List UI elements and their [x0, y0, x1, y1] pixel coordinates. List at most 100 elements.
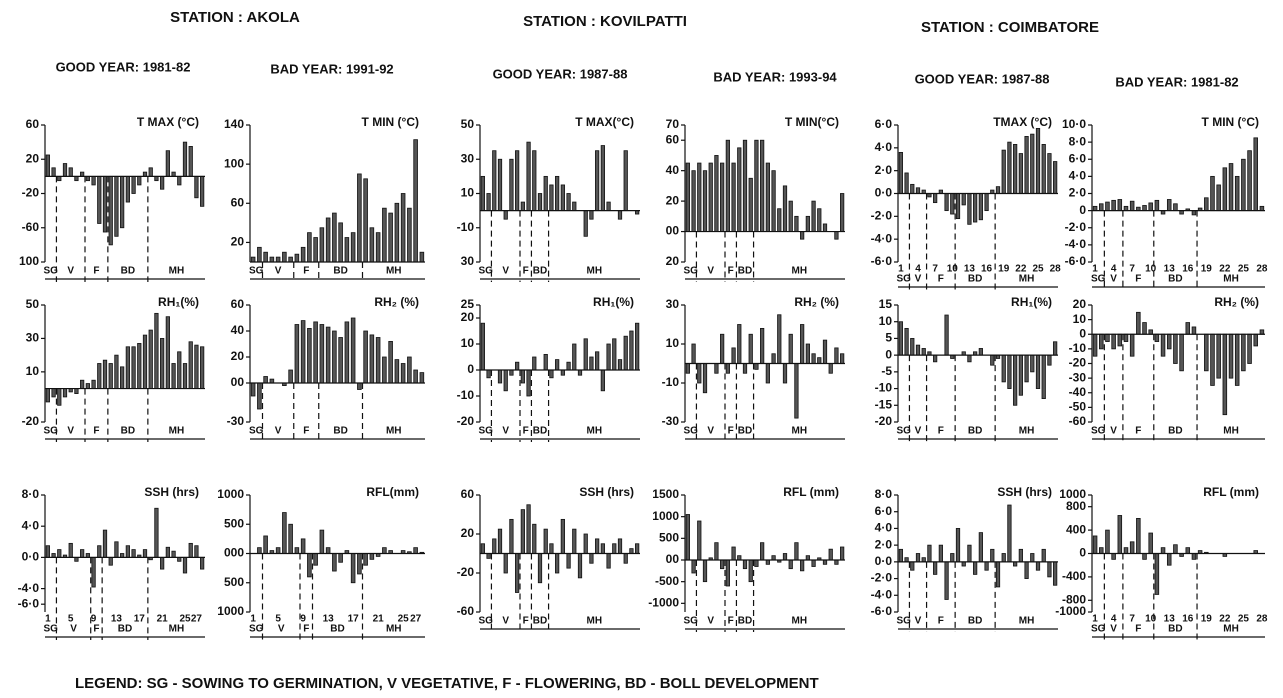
stage-label: MH: [792, 266, 808, 277]
bar: [307, 553, 312, 578]
bar: [400, 193, 406, 263]
bar: [85, 383, 90, 389]
bar: [257, 547, 262, 554]
bar: [142, 549, 148, 558]
bar: [760, 139, 765, 232]
y-tick-label: -1000: [648, 596, 679, 610]
week-label: 13: [1164, 614, 1176, 625]
bar: [357, 382, 362, 390]
y-tick-label: 0·0: [22, 550, 40, 564]
stage-label: BD: [968, 616, 982, 627]
bar: [961, 193, 966, 206]
y-tick-label: 20: [461, 310, 475, 324]
stage-label: BD: [738, 266, 752, 277]
bar: [765, 363, 770, 384]
week-label: 13: [1164, 264, 1176, 275]
bar: [520, 509, 525, 554]
stage-label: MH: [587, 426, 603, 437]
stage-label: V: [70, 624, 77, 635]
bar: [532, 523, 537, 554]
bar: [817, 357, 822, 364]
bar: [80, 379, 85, 389]
bar: [1105, 201, 1110, 212]
bar: [142, 334, 148, 389]
bar: [1007, 504, 1012, 563]
y-tick-label: -20: [457, 565, 475, 579]
bar: [363, 330, 368, 384]
y-tick-label: 1000: [1059, 487, 1086, 501]
bar: [1129, 541, 1135, 554]
bar: [794, 215, 799, 232]
week-label: 22: [1219, 614, 1231, 625]
stage-label: F: [523, 426, 529, 437]
bar: [480, 543, 485, 554]
y-tick-label: -1000: [1055, 604, 1086, 618]
bar: [731, 546, 736, 561]
stage-label: SG: [1091, 426, 1106, 437]
panel-title: RFL (mm): [1203, 485, 1259, 499]
stage-label: V: [1110, 426, 1117, 437]
year-label: GOOD YEAR: 1987-88: [915, 71, 1050, 86]
bar: [74, 175, 79, 182]
panel-title: RH₂ (%): [1214, 295, 1259, 309]
bar: [503, 369, 508, 392]
bar: [1035, 128, 1041, 194]
bar: [1173, 544, 1178, 554]
bar: [697, 520, 702, 561]
bar: [177, 351, 182, 389]
bar: [617, 210, 623, 220]
bar: [1001, 354, 1006, 383]
bar: [754, 363, 759, 370]
y-tick-label: 70: [666, 117, 680, 131]
bar: [394, 202, 400, 263]
bar: [898, 321, 903, 356]
bar: [537, 553, 543, 584]
bar: [788, 559, 793, 570]
bar: [350, 232, 356, 263]
stage-label: BD: [118, 624, 132, 635]
bar: [691, 343, 696, 364]
bar: [629, 330, 634, 371]
bar: [526, 141, 531, 212]
y-tick-label: 140: [224, 117, 244, 131]
stage-label: MH: [386, 624, 402, 635]
week-label: 7: [1129, 614, 1135, 625]
stage-label: F: [938, 274, 944, 285]
bar: [731, 162, 736, 232]
bar: [165, 150, 170, 177]
bar: [822, 559, 828, 565]
bar: [97, 363, 102, 389]
bar: [800, 324, 805, 364]
stage-label: MH: [1019, 426, 1035, 437]
bar: [800, 231, 805, 240]
bar: [697, 363, 702, 384]
bar: [1013, 144, 1018, 194]
bar: [275, 256, 281, 263]
bar: [1166, 553, 1172, 566]
bar: [1148, 329, 1153, 335]
bar: [760, 542, 765, 561]
bar: [921, 348, 926, 356]
bar: [1001, 149, 1006, 194]
bar: [1111, 553, 1116, 560]
week-label: 17: [134, 614, 146, 625]
bar: [984, 193, 989, 212]
bar: [313, 237, 318, 263]
bar: [543, 175, 548, 212]
week-label: 10: [1145, 614, 1157, 625]
bar: [313, 553, 318, 566]
bar: [811, 200, 816, 232]
bar: [1041, 354, 1046, 399]
bar: [606, 343, 611, 371]
bar: [357, 173, 362, 263]
bar: [1053, 161, 1058, 194]
bar: [817, 208, 822, 232]
bar: [503, 210, 508, 220]
week-label: 27: [410, 614, 422, 625]
y-tick-label: 0: [467, 362, 474, 376]
bar: [822, 223, 828, 232]
week-label: 7: [932, 264, 938, 275]
stage-label: BD: [1168, 274, 1182, 285]
bar: [1123, 205, 1129, 212]
bar: [933, 561, 938, 575]
